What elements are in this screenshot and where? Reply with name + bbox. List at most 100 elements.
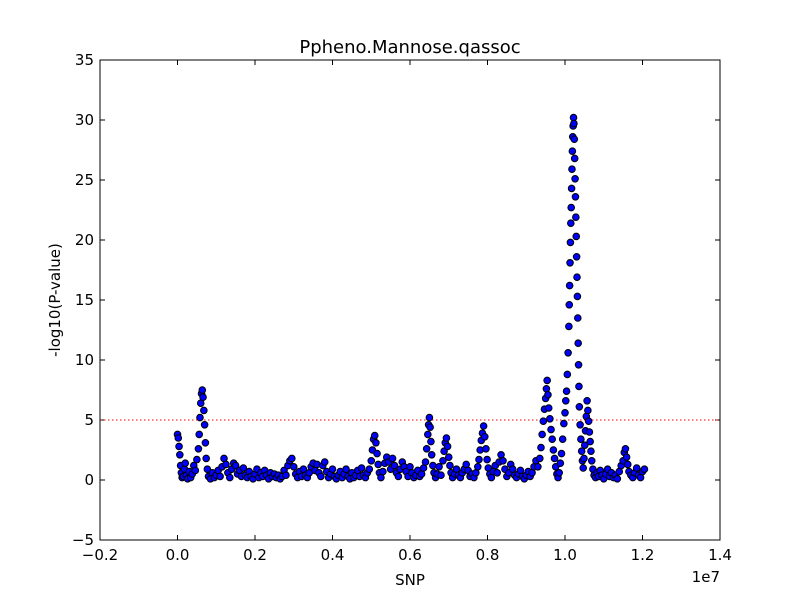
data-point [199, 393, 207, 402]
data-point [560, 419, 568, 428]
data-point [544, 391, 552, 399]
data-point [573, 314, 582, 322]
data-point [427, 437, 435, 446]
data-point [579, 464, 588, 472]
data-point [439, 457, 447, 465]
data-point [574, 361, 583, 369]
data-point [328, 465, 337, 474]
data-point [239, 464, 248, 472]
data-point [195, 430, 203, 439]
data-point [572, 252, 581, 261]
data-point [365, 465, 374, 474]
data-point [547, 425, 555, 434]
data-point [577, 447, 586, 456]
data-point [390, 461, 399, 470]
data-point [587, 457, 596, 465]
data-point [571, 175, 579, 183]
data-point [584, 417, 593, 426]
data-point [548, 435, 557, 444]
data-point [320, 458, 329, 466]
data-point [565, 322, 573, 331]
data-point [373, 449, 381, 458]
data-point [394, 472, 403, 481]
y-axis-label: -log10(P-value) [46, 243, 64, 357]
data-point [537, 443, 545, 452]
data-point [587, 447, 595, 456]
data-point [444, 453, 453, 462]
data-point [372, 439, 380, 447]
x-tick-label: 0.2 [243, 546, 267, 564]
data-point [442, 434, 451, 442]
data-point [539, 417, 548, 426]
data-point [538, 430, 546, 439]
y-axis: −5 0 5 10 15 20 25 30 35 [72, 51, 720, 549]
data-point [613, 475, 622, 483]
data-point [388, 454, 397, 463]
data-point [427, 451, 436, 459]
data-point [570, 135, 579, 143]
data-point [176, 451, 184, 459]
data-point [576, 421, 584, 429]
data-point [565, 301, 574, 309]
data-point [580, 454, 588, 463]
data-point [426, 423, 434, 432]
data-point [561, 397, 570, 405]
data-point [201, 439, 210, 447]
data-points [173, 113, 649, 483]
data-point [543, 376, 551, 385]
data-point [483, 455, 491, 464]
y-tick-label: 25 [75, 171, 94, 189]
data-point [632, 464, 641, 472]
data-point [379, 467, 387, 476]
data-point [561, 409, 569, 417]
y-tick-label: 0 [84, 471, 94, 489]
y-tick-label: 10 [75, 351, 94, 369]
data-point [435, 463, 443, 471]
data-point [367, 457, 376, 465]
x-tick-label: 1.4 [708, 546, 732, 564]
data-point [216, 472, 224, 481]
x-tick-label: 0.4 [321, 546, 345, 564]
x-tick-label: 0.6 [398, 546, 422, 564]
data-point [429, 461, 437, 470]
x-tick-label: 0.8 [476, 546, 500, 564]
data-point [556, 459, 565, 468]
x-axis-offset-label: 1e7 [692, 568, 720, 586]
chart-title: Ppheno.Mannose.qassoc [299, 37, 520, 58]
data-point [566, 238, 575, 247]
x-axis: −0.2 0.0 0.2 0.4 0.6 0.8 1.0 1.2 1.4 [82, 60, 732, 564]
x-tick-label: 0.0 [166, 546, 190, 564]
data-point [475, 455, 483, 464]
data-point [549, 446, 558, 454]
y-tick-label: 15 [75, 291, 94, 309]
y-tick-label: −5 [72, 531, 94, 549]
data-point [572, 213, 580, 221]
data-point [567, 203, 576, 212]
data-point [536, 454, 544, 463]
data-point [422, 445, 431, 453]
data-point [443, 442, 452, 451]
data-point [574, 339, 582, 348]
data-point [226, 473, 234, 482]
data-point [370, 431, 379, 440]
data-point [499, 457, 507, 465]
x-tick-label: 1.0 [553, 546, 577, 564]
data-point [623, 460, 632, 469]
data-point [568, 165, 576, 173]
y-tick-label: 20 [75, 231, 94, 249]
data-point [357, 464, 366, 472]
data-point [573, 292, 582, 301]
data-point [571, 193, 580, 201]
data-point [640, 465, 649, 474]
data-point [562, 387, 571, 396]
data-point [480, 433, 489, 441]
data-point [567, 219, 575, 227]
data-point [546, 415, 554, 423]
data-point [622, 453, 631, 462]
data-point [575, 403, 584, 411]
data-point [567, 184, 576, 193]
data-point [175, 442, 183, 451]
data-point [572, 232, 581, 241]
data-point [570, 154, 579, 163]
data-point [568, 147, 577, 155]
